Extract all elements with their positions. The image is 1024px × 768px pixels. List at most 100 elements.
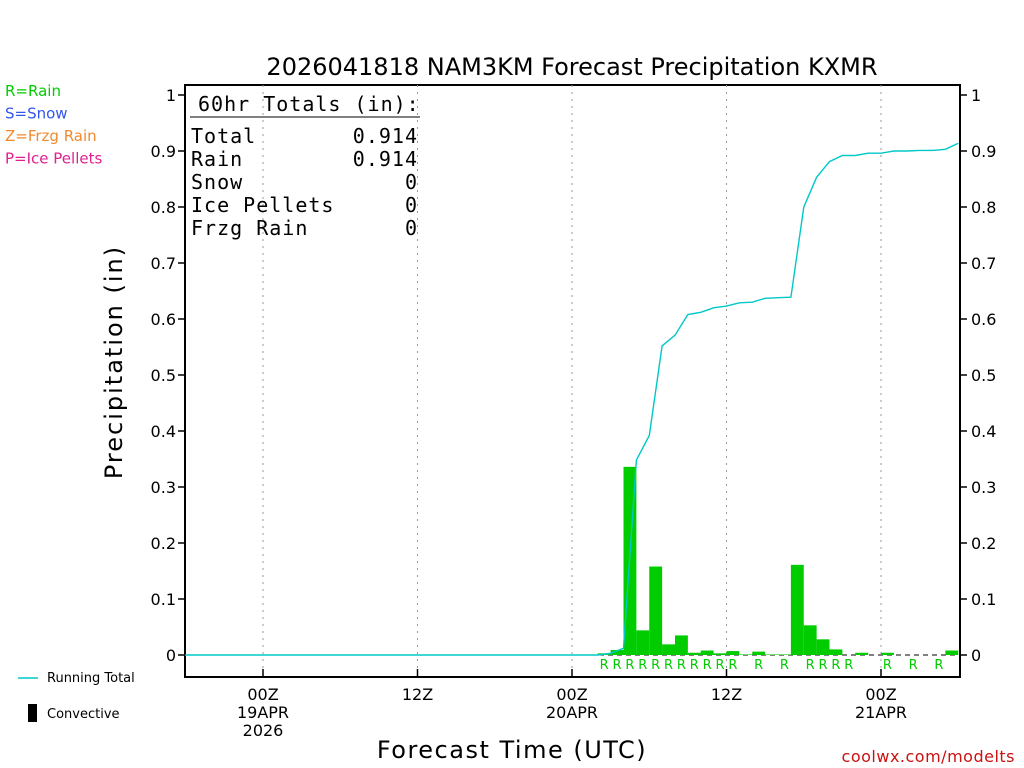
totals-label: Ice Pellets xyxy=(191,193,334,217)
y-tick-label-right: 0.6 xyxy=(971,310,996,329)
y-tick-label-right: 0 xyxy=(971,646,981,665)
precip-type-marker: R xyxy=(613,658,622,673)
legend-entry: S=Snow xyxy=(5,105,68,123)
precip-type-marker: R xyxy=(716,658,725,673)
convective-legend-label: Convective xyxy=(47,707,120,722)
x-tick-label: 2026 xyxy=(243,721,284,740)
y-tick-label-right: 0.1 xyxy=(971,590,996,609)
totals-value: 0 xyxy=(405,170,418,194)
y-tick-label: 1 xyxy=(166,86,176,105)
vertical-grid xyxy=(262,85,882,677)
rain-bar xyxy=(713,653,727,655)
y-tick-label-right: 0.9 xyxy=(971,142,996,161)
y-tick-label: 0.5 xyxy=(151,366,176,385)
precip-type-marker: R xyxy=(934,658,943,673)
rain-bar xyxy=(790,564,804,655)
chart-title: 2026041818 NAM3KM Forecast Precipitation… xyxy=(266,53,877,81)
precip-type-marker: R xyxy=(664,658,673,673)
x-axis-title: Forecast Time (UTC) xyxy=(377,736,647,764)
precip-type-marker: R xyxy=(703,658,712,673)
y-tick-label-right: 0.5 xyxy=(971,366,996,385)
precip-type-marker: R xyxy=(690,658,699,673)
rain-bars xyxy=(597,466,959,655)
totals-value: 0.914 xyxy=(353,147,418,171)
precip-type-marker: R xyxy=(600,658,609,673)
rain-bar xyxy=(700,650,714,655)
totals-box: 60hr Totals (in): Total 0.914 Rain 0.914 Sno… xyxy=(190,92,420,240)
rain-bar xyxy=(945,650,959,655)
rain-bar xyxy=(726,651,740,655)
y-tick-label: 0.6 xyxy=(151,310,176,329)
totals-value: 0.914 xyxy=(353,124,418,148)
rain-bar xyxy=(803,625,817,655)
totals-rows: Total 0.914 Rain 0.914 Snow 0 Ice Pellets 0 Frzg… xyxy=(191,124,418,240)
y-axis-title: Precipitation (in) xyxy=(100,245,128,479)
precip-type-marker: R xyxy=(819,658,828,673)
site-credit: coolwx.com/modelts xyxy=(842,747,1015,766)
precip-type-marker: R xyxy=(831,658,840,673)
x-tick-label: 19APR xyxy=(237,703,289,722)
precip-type-marker: R xyxy=(651,658,660,673)
legend-entry: R=Rain xyxy=(5,82,61,100)
totals-value: 0 xyxy=(405,216,418,240)
y-tick-label-right: 1 xyxy=(971,86,981,105)
rain-bar xyxy=(778,654,791,655)
totals-label: Frzg Rain xyxy=(191,216,308,240)
bottom-legend: Running Total Convective xyxy=(18,671,135,722)
y-tick-label: 0.7 xyxy=(151,254,176,273)
legend-entry: Z=Frzg Rain xyxy=(5,127,97,145)
y-tick-label-right: 0.7 xyxy=(971,254,996,273)
y-axis-right: 0 0.1 0.2 0.3 0.4 0.5 0.6 0.7 0.8 0.9 1 xyxy=(960,86,996,665)
totals-label: Total xyxy=(191,124,256,148)
y-tick-label: 0.8 xyxy=(151,198,176,217)
legend-entry: P=Ice Pellets xyxy=(5,150,102,168)
rain-bar xyxy=(739,654,753,655)
totals-value: 0 xyxy=(405,193,418,217)
precip-type-marker: R xyxy=(625,658,634,673)
y-tick-label: 0.9 xyxy=(151,142,176,161)
y-tick-label: 0 xyxy=(166,646,176,665)
precip-type-marker: R xyxy=(780,658,789,673)
y-tick-label-right: 0.8 xyxy=(971,198,996,217)
y-tick-label-right: 0.3 xyxy=(971,478,996,497)
totals-heading: 60hr Totals (in): xyxy=(198,92,420,116)
y-axis-left: 0 0.1 0.2 0.3 0.4 0.5 0.6 0.7 0.8 0.9 1 xyxy=(151,86,185,665)
y-tick-label: 0.3 xyxy=(151,478,176,497)
rain-bar xyxy=(816,639,830,655)
rain-bar xyxy=(662,644,675,655)
rain-bar xyxy=(855,652,869,655)
totals-label: Rain xyxy=(191,147,243,171)
precip-type-marker: R xyxy=(638,658,647,673)
convective-swatch xyxy=(28,704,37,722)
rain-bar xyxy=(687,652,701,655)
x-tick-label: 20APR xyxy=(546,703,598,722)
totals-label: Snow xyxy=(191,170,243,194)
x-tick-label: 00Z xyxy=(865,685,896,704)
rain-bar xyxy=(752,651,766,655)
rain-bar xyxy=(675,635,688,655)
y-tick-label-right: 0.2 xyxy=(971,534,996,553)
precip-type-marker: R xyxy=(677,658,686,673)
precip-type-marker: R xyxy=(844,658,853,673)
precip-type-legend: R=Rain S=Snow Z=Frzg Rain P=Ice Pellets xyxy=(5,82,102,168)
rain-bar xyxy=(636,630,650,655)
x-tick-label: 12Z xyxy=(402,685,433,704)
y-tick-label: 0.2 xyxy=(151,534,176,553)
precip-type-marker: R xyxy=(909,658,918,673)
rain-bar xyxy=(881,652,894,655)
x-tick-label: 00Z xyxy=(247,685,278,704)
precip-type-marker: R xyxy=(754,658,763,673)
rain-bar xyxy=(829,649,843,655)
running-total-legend-label: Running Total xyxy=(47,671,135,686)
y-tick-label: 0.1 xyxy=(151,590,176,609)
y-tick-label: 0.4 xyxy=(151,422,176,441)
precip-type-marker: R xyxy=(728,658,737,673)
y-tick-label-right: 0.4 xyxy=(971,422,996,441)
precip-type-marker: R xyxy=(806,658,815,673)
precip-type-marker: R xyxy=(883,658,892,673)
rain-bar xyxy=(649,566,663,655)
rain-bar xyxy=(765,654,778,655)
